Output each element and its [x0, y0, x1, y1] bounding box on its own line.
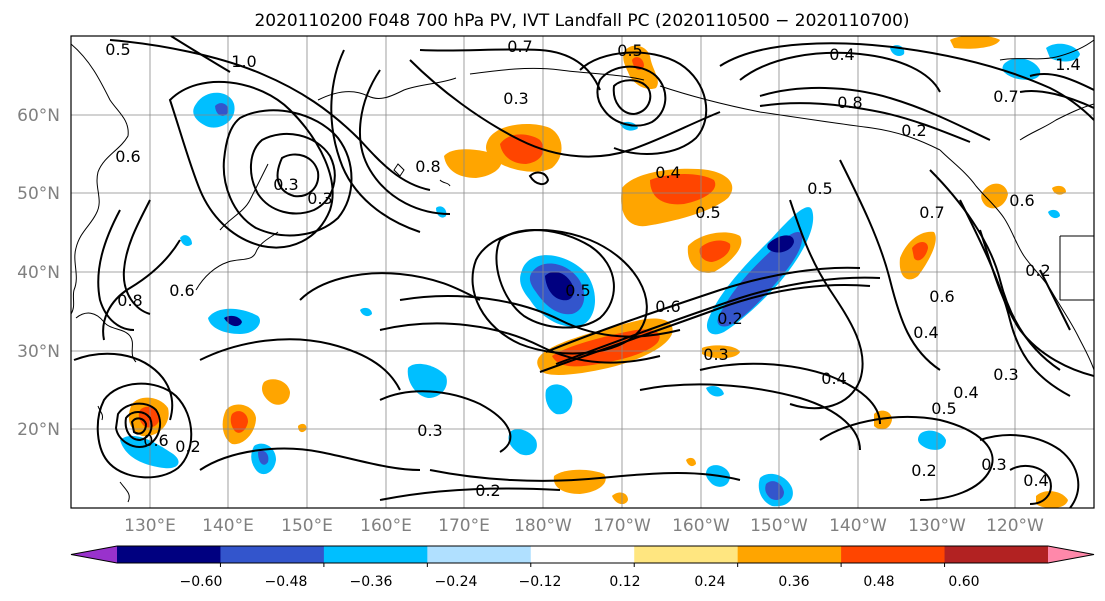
- contour-label: 0.3: [981, 455, 1006, 474]
- contour-label: 0.3: [703, 345, 728, 364]
- pv-contours: [73, 36, 1094, 508]
- lat-label: 50°N: [17, 184, 60, 204]
- colorbar-tick-label: −0.12: [519, 574, 562, 590]
- contour-label: 0.2: [901, 121, 926, 140]
- contour-label: 1.0: [231, 52, 256, 71]
- lon-label: 160°E: [360, 516, 412, 536]
- colorbar: −0.60 −0.48 −0.36 −0.24 −0.12 0.12 0.24 …: [70, 545, 1095, 590]
- colorbar-tick-label: 0.48: [863, 574, 894, 590]
- colorbar-segment: [117, 546, 221, 563]
- contour-label: 0.5: [931, 399, 956, 418]
- contour-label: 0.7: [919, 203, 944, 222]
- contour-label: 0.3: [273, 175, 298, 194]
- contour-label: 0.2: [717, 309, 742, 328]
- contour-label: 0.8: [837, 93, 862, 112]
- colorbar-segment: [944, 546, 1049, 563]
- contour-label: 0.5: [617, 41, 642, 60]
- contour-label: 0.8: [117, 291, 142, 310]
- latitude-labels: 60°N 50°N 40°N 30°N 20°N: [17, 106, 60, 440]
- contour-label: 0.5: [105, 40, 130, 59]
- colorbar-tick-label: 0.24: [694, 574, 725, 590]
- contour-label: 0.2: [911, 461, 936, 480]
- contour-label: 0.5: [565, 281, 590, 300]
- colorbar-segment: [427, 546, 532, 563]
- contour-label: 0.6: [655, 297, 680, 316]
- colorbar-tick-labels: −0.60 −0.48 −0.36 −0.24 −0.12 0.12 0.24 …: [180, 574, 980, 590]
- colorbar-segment: [841, 546, 946, 563]
- lon-label: 150°E: [281, 516, 333, 536]
- colorbar-outline: [70, 545, 1095, 564]
- lon-label: 120°W: [986, 516, 1044, 536]
- contour-label: 0.6: [143, 431, 168, 450]
- contour-label: 0.2: [175, 437, 200, 456]
- colorbar-segment: [737, 546, 842, 563]
- contour-label: 0.4: [953, 383, 978, 402]
- colorbar-segments: [70, 545, 1095, 564]
- map-panel: 0.5 1.0 0.7 0.5 0.4 1.4 0.7 0.8 0.3 0.6 …: [70, 35, 1095, 509]
- colorbar-extend-max: [1048, 546, 1094, 563]
- colorbar-segment: [323, 546, 428, 563]
- contour-label: 0.3: [307, 189, 332, 208]
- contour-label: 0.3: [417, 421, 442, 440]
- contour-label: 0.7: [507, 37, 532, 56]
- lon-label: 130°W: [908, 516, 966, 536]
- lon-label: 140°E: [202, 516, 254, 536]
- contour-label: 0.4: [821, 369, 846, 388]
- map-title: 2020110200 F048 700 hPa PV, IVT Landfall…: [254, 11, 909, 31]
- colorbar-tick-label: −0.60: [180, 574, 223, 590]
- longitude-labels: 130°E 140°E 150°E 160°E 170°E 180°W 170°…: [124, 516, 1044, 536]
- contour-label: 0.4: [829, 45, 854, 64]
- lat-label: 60°N: [17, 106, 60, 126]
- contour-label: 0.6: [115, 147, 140, 166]
- lon-label: 140°W: [829, 516, 887, 536]
- colorbar-tick-label: 0.12: [609, 574, 640, 590]
- lon-label: 180°W: [514, 516, 572, 536]
- contour-label: 0.2: [1025, 261, 1050, 280]
- contour-label: 0.4: [1023, 471, 1048, 490]
- colorbar-tick-label: −0.36: [350, 574, 393, 590]
- lon-label: 130°E: [124, 516, 176, 536]
- colorbar-segment: [530, 546, 635, 563]
- contour-label: 0.7: [993, 87, 1018, 106]
- colorbar-tick-label: 0.36: [778, 574, 809, 590]
- colorbar-tick-label: 0.60: [948, 574, 979, 590]
- contour-label: 0.4: [655, 163, 680, 182]
- colorbar-segment: [220, 546, 325, 563]
- colorbar-tick-label: −0.48: [265, 574, 308, 590]
- contour-label: 1.4: [1055, 55, 1080, 74]
- contour-label: 0.5: [695, 203, 720, 222]
- contour-label: 0.3: [993, 365, 1018, 384]
- lat-label: 40°N: [17, 263, 60, 283]
- colorbar-segment: [634, 546, 739, 563]
- lon-label: 170°W: [593, 516, 651, 536]
- contour-label: 0.6: [169, 281, 194, 300]
- lon-label: 150°W: [750, 516, 808, 536]
- contour-label: 0.5: [807, 179, 832, 198]
- lat-label: 20°N: [17, 420, 60, 440]
- contour-label: 0.4: [913, 323, 938, 342]
- contour-label: 0.3: [503, 89, 528, 108]
- map-frame: [70, 35, 1095, 509]
- lon-label: 170°E: [438, 516, 490, 536]
- colorbar-tick-label: −0.24: [435, 574, 478, 590]
- colorbar-ticks: [219, 563, 946, 567]
- contour-label: 0.6: [929, 287, 954, 306]
- contour-label: 0.8: [415, 157, 440, 176]
- lat-label: 30°N: [17, 342, 60, 362]
- colorbar-extend-min: [71, 546, 117, 563]
- graticule: [71, 36, 1094, 508]
- contour-label: 0.6: [1009, 191, 1034, 210]
- contour-label: 0.2: [475, 481, 500, 500]
- contour-labels: 0.5 1.0 0.7 0.5 0.4 1.4 0.7 0.8 0.3 0.6 …: [105, 37, 1080, 500]
- lon-label: 160°W: [672, 516, 730, 536]
